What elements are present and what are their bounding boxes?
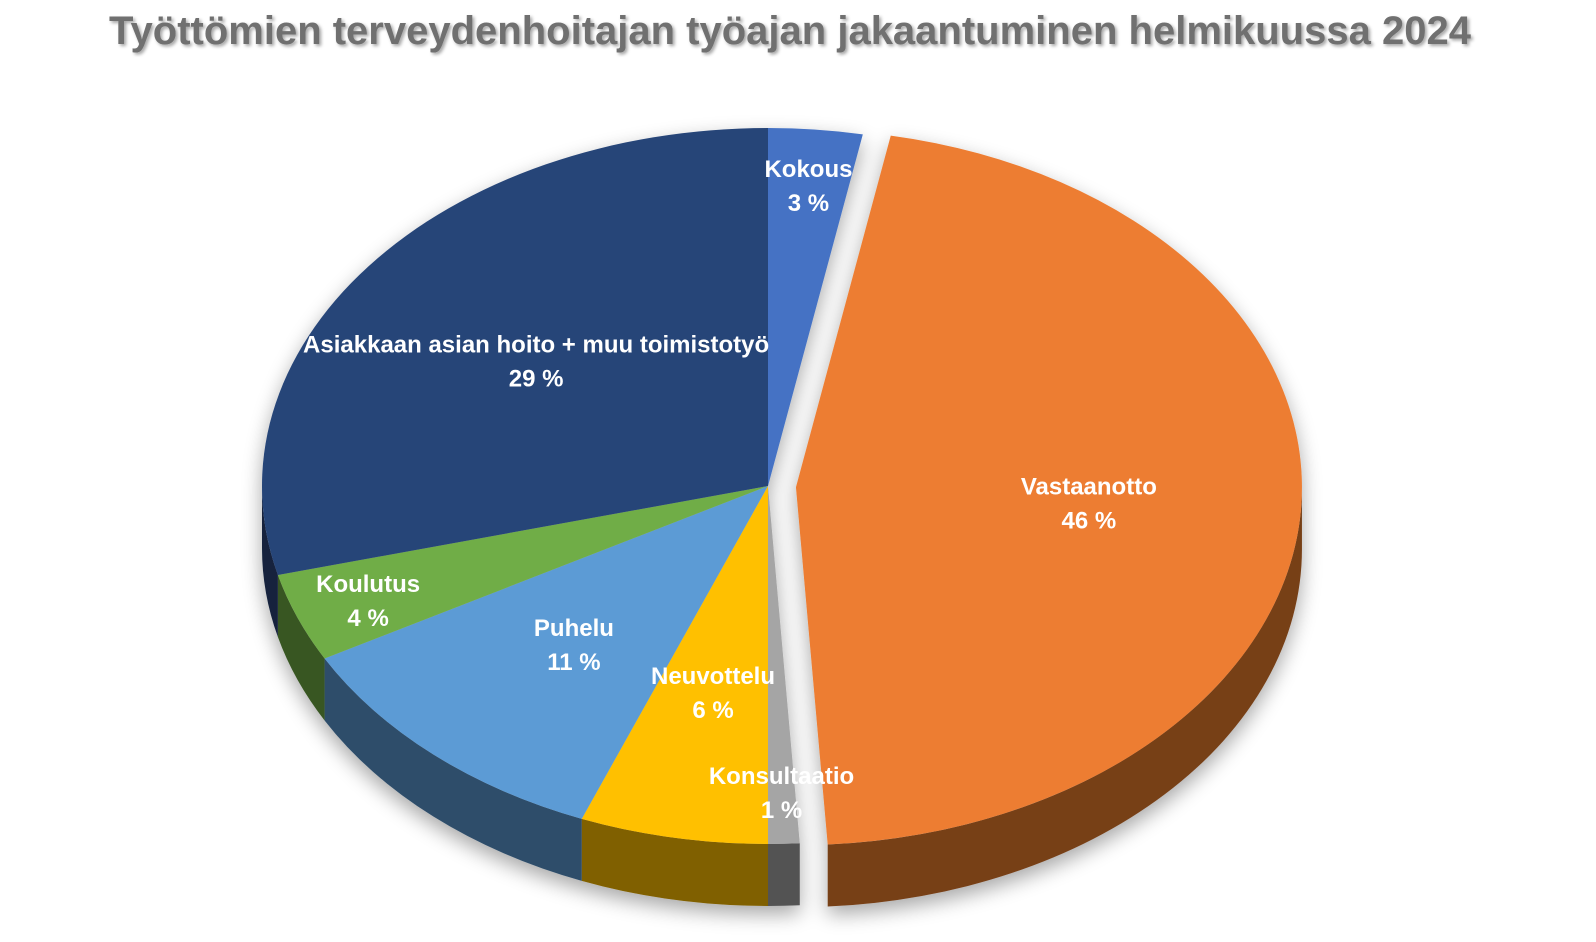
- slice: [581, 486, 768, 844]
- chart-title: Työttömien terveydenhoitajan työajan jak…: [109, 9, 1472, 53]
- value-label: 46 %: [1061, 507, 1116, 534]
- category-label: Vastaanotto: [1021, 473, 1157, 500]
- category-label: Asiakkaan asian hoito + muu toimistotyö: [303, 332, 769, 359]
- category-label: Puhelu: [534, 615, 614, 642]
- slice-side: [768, 843, 800, 906]
- slice-side: [277, 575, 325, 721]
- slice: [261, 128, 768, 576]
- data-label: Koulutus 4 %: [316, 571, 420, 632]
- value-label: 3 %: [788, 190, 829, 217]
- category-label: Koulutus: [316, 571, 420, 598]
- value-label: 1 %: [761, 797, 802, 824]
- data-label: Konsultaatio 1 %: [709, 763, 854, 824]
- value-label: 4 %: [347, 605, 388, 632]
- slice-side: [262, 486, 278, 638]
- slice: [795, 135, 1302, 845]
- category-label: Neuvottelu: [651, 663, 775, 690]
- slice: [768, 486, 800, 844]
- data-label: Vastaanotto 46 %: [1021, 473, 1157, 534]
- category-label: Kokous: [764, 156, 852, 183]
- data-label: Puhelu 11 %: [534, 615, 614, 676]
- value-label: 29 %: [509, 366, 564, 393]
- slice-side: [827, 487, 1302, 907]
- slice: [768, 128, 863, 486]
- data-label: Asiakkaan asian hoito + muu toimistotyö 2…: [303, 332, 769, 393]
- slice: [324, 486, 768, 819]
- labels: Kokous 3 % Vastaanotto 46 % Konsultaatio 1 % N…: [303, 156, 1157, 824]
- slice: [277, 486, 768, 659]
- value-label: 6 %: [692, 697, 733, 724]
- pie: [261, 128, 1302, 907]
- slice-side: [581, 818, 768, 906]
- data-label: Kokous 3 %: [764, 156, 852, 217]
- slice-side: [324, 658, 582, 881]
- category-label: Konsultaatio: [709, 763, 854, 790]
- value-label: 11 %: [547, 649, 600, 676]
- data-label: Neuvottelu 6 %: [651, 663, 775, 724]
